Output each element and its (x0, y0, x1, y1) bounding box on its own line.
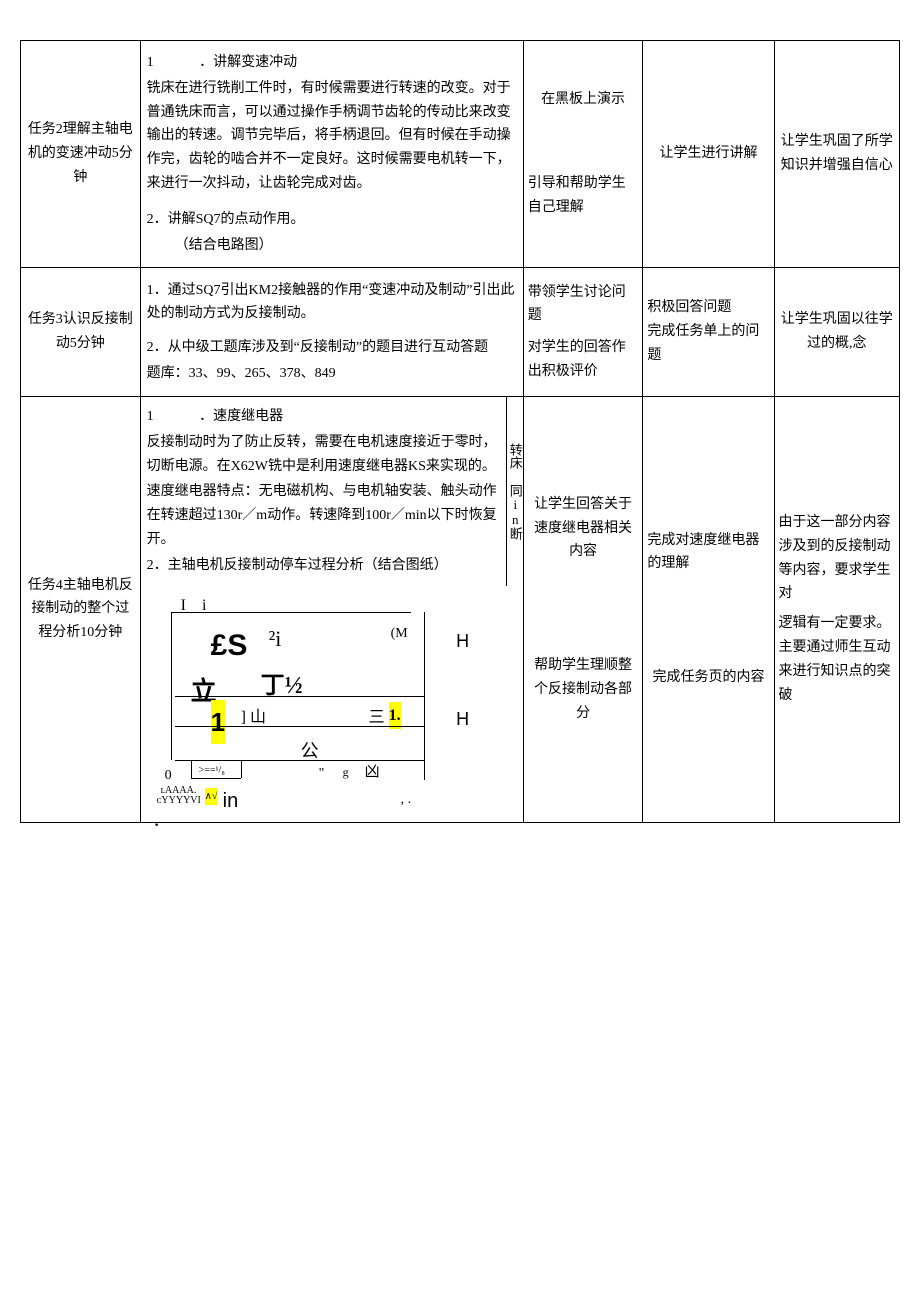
diag-text: 三 (369, 704, 385, 731)
vertical-label: 转床 同in断 (506, 397, 523, 586)
para: 2．从中级工题库涉及到“反接制动”的题目进行互动答题 (147, 336, 517, 360)
desc-cell: 1．通过SQ7引出KM2接触器的作用“变速冲动及制动”引出此处的制动方式为反接制… (140, 268, 523, 397)
intent-cell: 让学生巩固以往学过的概,念 (774, 268, 899, 397)
diag-text: >==¹/₈ (199, 762, 225, 779)
student-cell: 完成对速度继电器的理解 完成任务页的内容 (643, 396, 774, 822)
table-row: 任务2理解主轴电机的变速冲动5分钟 1 ．讲解变速冲动 铣床在进行铣削工件时，有… (21, 41, 900, 268)
para: 让学生回答关于速度继电器相关内容 (528, 493, 639, 564)
teacher-cell: 在黑板上演示 引导和帮助学生自己理解 (523, 41, 643, 268)
diag-side: H (453, 626, 473, 657)
task-cell: 任务3认识反接制动5分钟 (21, 268, 141, 397)
teacher-cell: 带领学生讨论问题 对学生的回答作出积极评价 (523, 268, 643, 397)
para: 引导和帮助学生自己理解 (528, 172, 639, 220)
diag-text: , . (401, 788, 412, 812)
circuit-diagram: I i £S ²i (M H 立 丁½ 1 ] 山 三 1. H 公 (151, 592, 451, 822)
diag-highlight: 1 (211, 700, 225, 744)
diag-text: in (223, 784, 239, 818)
num: 1 (147, 55, 154, 70)
diag-text: I i (181, 592, 213, 619)
para: 铣床在进行铣削工件时，有时候需要进行转速的改变。对于普通铣床而言，可以通过操作手… (147, 77, 517, 196)
para: 完成对速度继电器的理解 (647, 529, 769, 577)
title: ．讲解变速冲动 (199, 55, 297, 70)
para: 积极回答问题 (647, 296, 769, 320)
para: （结合电路图） (147, 234, 517, 258)
intent-cell: 由于这一部分内容涉及到的反接制动等内容，要求学生对 逻辑有一定要求。主要通过师生… (774, 396, 899, 822)
para: 对学生的回答作出积极评价 (528, 336, 639, 384)
para: 完成任务页的内容 (647, 666, 769, 690)
para: 在黑板上演示 (528, 88, 639, 112)
table-row: 任务4主轴电机反接制动的整个过程分析10分钟 1 ．速度继电器 反接制动时为了防… (21, 396, 900, 822)
diag-text: . (155, 808, 159, 835)
title: ．速度继电器 (199, 409, 283, 424)
para: 逻辑有一定要求。主要通过师生互动来进行知识点的突破 (779, 612, 895, 707)
para: 反接制动时为了防止反转，需要在电机速度接近于零时，切断电源。在X62W铣中是利用… (147, 431, 500, 479)
diag-text: ] 山 (241, 704, 266, 731)
diag-text: 公 (301, 736, 319, 767)
para: 由于这一部分内容涉及到的反接制动等内容，要求学生对 (779, 511, 895, 606)
diag-text: (M (391, 622, 408, 646)
num: 1 (147, 409, 154, 424)
desc-cell: 1 ．速度继电器 反接制动时为了防止反转，需要在电机速度接近于零时，切断电源。在… (140, 396, 523, 822)
diag-text: 凶 (365, 760, 380, 786)
task-cell: 任务4主轴电机反接制动的整个过程分析10分钟 (21, 396, 141, 822)
diag-text: ᴄYYYYVI (157, 792, 201, 809)
para: 2．主轴电机反接制动停车过程分析（结合图纸） (147, 554, 500, 578)
task-cell: 任务2理解主轴电机的变速冲动5分钟 (21, 41, 141, 268)
para: 帮助学生理顺整个反接制动各部分 (528, 654, 639, 725)
desc-cell: 1 ．讲解变速冲动 铣床在进行铣削工件时，有时候需要进行转速的改变。对于普通铣床… (140, 41, 523, 268)
para: 带领学生讨论问题 (528, 281, 639, 329)
intent-cell: 让学生巩固了所学知识并增强自信心 (774, 41, 899, 268)
para: 2．讲解SQ7的点动作用。 (147, 208, 517, 232)
para: 题库：33、99、265、378、849 (147, 362, 517, 386)
diag-text: g (343, 762, 349, 782)
diag-text: £S (211, 620, 248, 671)
para: 速度继电器特点：无电磁机构、与电机轴安装、触头动作在转速超过130r／m动作。转… (147, 480, 500, 551)
student-cell: 积极回答问题 完成任务单上的问题 (643, 268, 774, 397)
diag-side: H (453, 704, 473, 735)
diag-text: ²i (269, 620, 282, 657)
table-row: 任务3认识反接制动5分钟 1．通过SQ7引出KM2接触器的作用“变速冲动及制动”… (21, 268, 900, 397)
student-cell: 让学生进行讲解 (643, 41, 774, 268)
teacher-cell: 让学生回答关于速度继电器相关内容 帮助学生理顺整个反接制动各部分 (523, 396, 643, 822)
diag-text: " (319, 762, 325, 786)
para: 完成任务单上的问题 (647, 320, 769, 368)
lesson-plan-table: 任务2理解主轴电机的变速冲动5分钟 1 ．讲解变速冲动 铣床在进行铣削工件时，有… (20, 40, 900, 823)
para: 1．通过SQ7引出KM2接触器的作用“变速冲动及制动”引出此处的制动方式为反接制… (147, 279, 517, 327)
diag-text: 丁½ (261, 666, 303, 707)
diag-highlight: ∧√ (205, 788, 218, 805)
